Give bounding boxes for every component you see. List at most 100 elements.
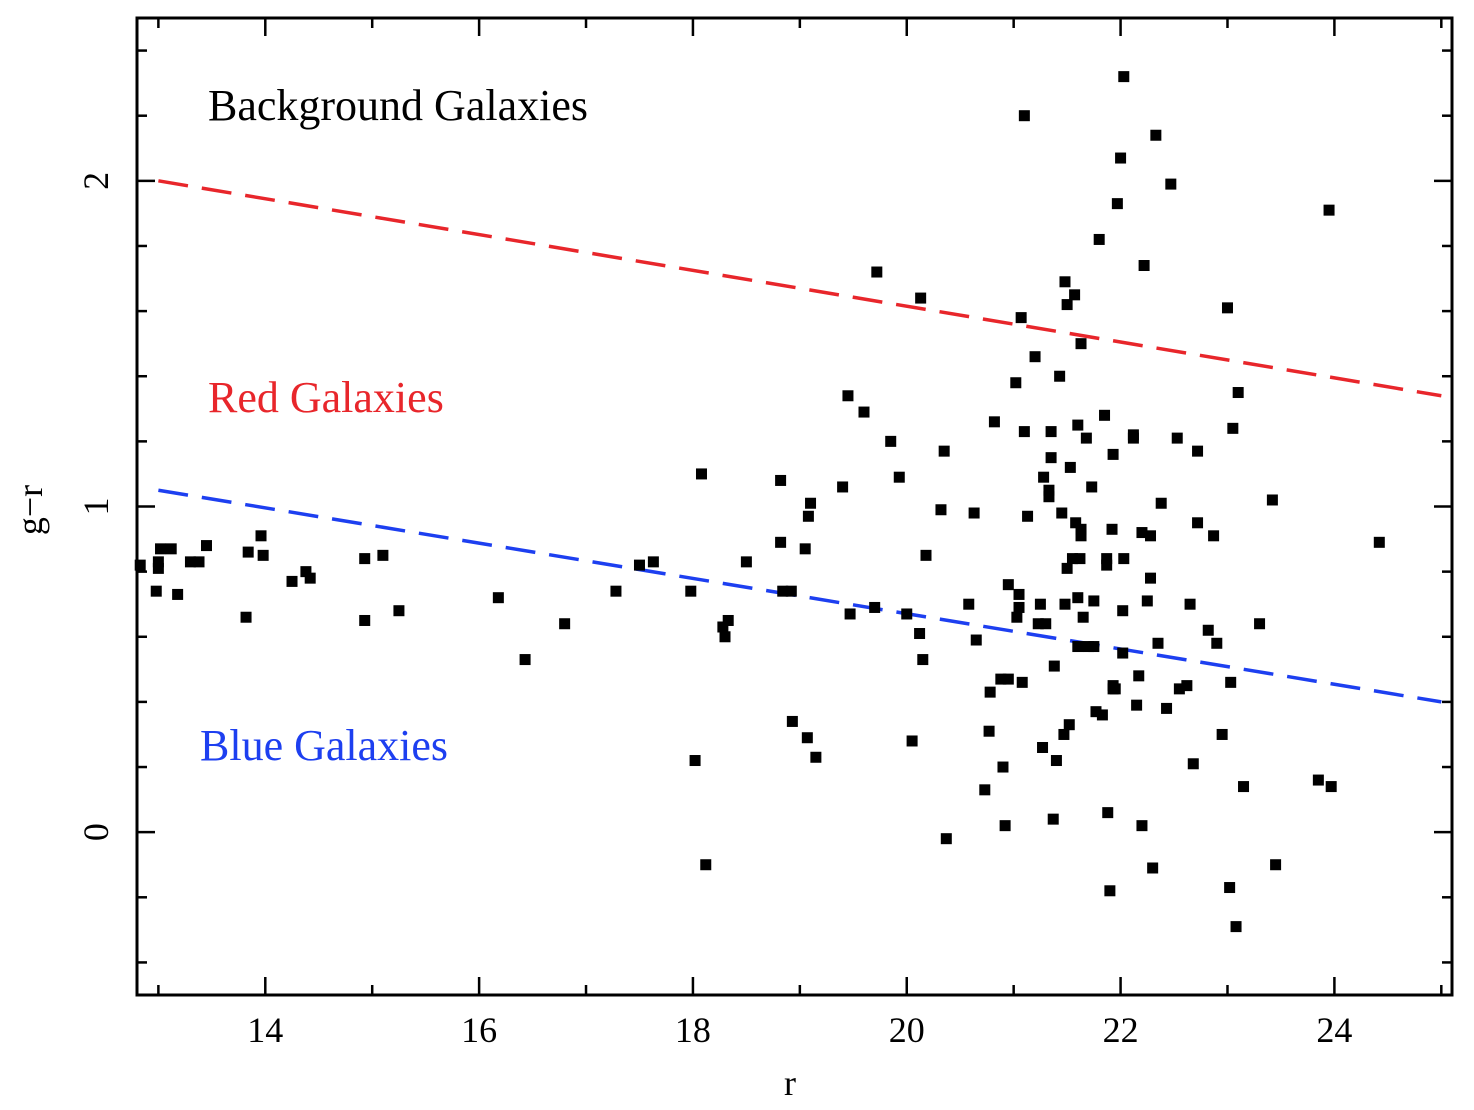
x-tick-label: 22 — [1103, 1010, 1139, 1050]
data-point — [842, 390, 854, 402]
data-point — [722, 614, 734, 626]
data-point — [286, 575, 298, 587]
data-point — [1184, 598, 1196, 610]
data-point — [1136, 527, 1148, 539]
plot-frame — [135, 16, 1454, 997]
data-point — [1192, 517, 1204, 529]
data-point — [1048, 660, 1060, 672]
data-point — [1192, 445, 1204, 457]
data-point — [647, 556, 659, 568]
data-point — [1010, 377, 1022, 389]
data-point — [1066, 553, 1078, 565]
data-point — [1072, 641, 1084, 653]
data-point — [300, 566, 312, 578]
data-point — [150, 585, 162, 597]
data-point — [165, 543, 177, 555]
data-point — [844, 608, 856, 620]
data-point — [740, 556, 752, 568]
data-point — [1232, 387, 1244, 399]
data-point — [1136, 820, 1148, 832]
data-point — [1063, 719, 1075, 731]
data-point — [805, 497, 817, 509]
data-point — [1093, 233, 1105, 245]
data-point — [1216, 728, 1228, 740]
blue-cut-line — [158, 488, 1442, 704]
data-point — [1127, 429, 1139, 441]
data-point — [1373, 536, 1385, 548]
data-point — [1096, 709, 1108, 721]
data-point — [1075, 530, 1087, 542]
data-point — [1106, 523, 1118, 535]
data-point — [1011, 611, 1023, 623]
data-point — [1323, 204, 1335, 216]
x-tick-label: 24 — [1316, 1010, 1352, 1050]
data-point — [935, 504, 947, 516]
data-point — [1002, 673, 1014, 685]
data-point — [1101, 553, 1113, 565]
data-point — [1077, 611, 1089, 623]
data-point — [901, 608, 913, 620]
data-point — [906, 735, 918, 747]
data-point — [914, 628, 926, 640]
data-point — [1111, 198, 1123, 210]
data-point — [1043, 491, 1055, 503]
data-point — [1270, 859, 1282, 871]
data-point — [1115, 152, 1127, 164]
data-point — [1056, 507, 1068, 519]
region-labels: Background Galaxies Red Galaxies Blue Gala… — [200, 81, 588, 770]
data-point — [984, 686, 996, 698]
data-point — [700, 859, 712, 871]
data-point — [1018, 426, 1030, 438]
y-tick-labels: 0 1 2 — [76, 172, 116, 841]
data-point — [1138, 260, 1150, 272]
data-point — [1109, 683, 1121, 695]
data-point — [988, 416, 1000, 428]
data-point — [685, 585, 697, 597]
data-point — [1325, 781, 1337, 793]
data-point — [717, 621, 729, 633]
data-point — [172, 588, 184, 600]
data-point — [1069, 289, 1081, 301]
x-tick-labels: 14 16 18 20 22 24 — [247, 1010, 1352, 1050]
data-point — [155, 543, 167, 555]
data-point — [1117, 605, 1129, 617]
data-point — [1224, 882, 1236, 894]
data-point — [1054, 370, 1066, 382]
data-point — [775, 536, 787, 548]
data-point — [1029, 351, 1041, 363]
tick-marks — [137, 18, 1452, 995]
data-point — [871, 266, 883, 278]
data-point — [1118, 553, 1130, 565]
data-point — [1086, 481, 1098, 493]
data-point — [1088, 595, 1100, 607]
data-point — [393, 605, 405, 617]
data-point — [719, 631, 731, 643]
data-point — [359, 614, 371, 626]
data-point — [240, 611, 252, 623]
data-point — [184, 556, 196, 568]
data-point — [1099, 409, 1111, 421]
data-point — [1045, 426, 1057, 438]
data-point — [1040, 618, 1052, 630]
data-point — [1131, 699, 1143, 711]
data-point — [1070, 517, 1082, 529]
data-point — [1032, 618, 1044, 630]
data-point — [1161, 702, 1173, 714]
data-point — [689, 755, 701, 767]
data-point — [1133, 670, 1145, 682]
data-point — [1155, 497, 1167, 509]
data-point — [775, 474, 787, 486]
data-point — [785, 585, 797, 597]
data-point — [1107, 448, 1119, 460]
cut-lines — [158, 179, 1442, 704]
data-point — [1064, 461, 1076, 473]
red-cut-line — [158, 179, 1442, 398]
data-point — [304, 572, 316, 584]
data-point — [1230, 921, 1242, 933]
data-point — [255, 530, 267, 542]
y-axis-title: g−r — [10, 485, 50, 535]
data-point — [1117, 647, 1129, 659]
data-point — [810, 751, 822, 763]
x-tick-label: 18 — [675, 1010, 711, 1050]
y-tick-label: 2 — [76, 172, 116, 190]
